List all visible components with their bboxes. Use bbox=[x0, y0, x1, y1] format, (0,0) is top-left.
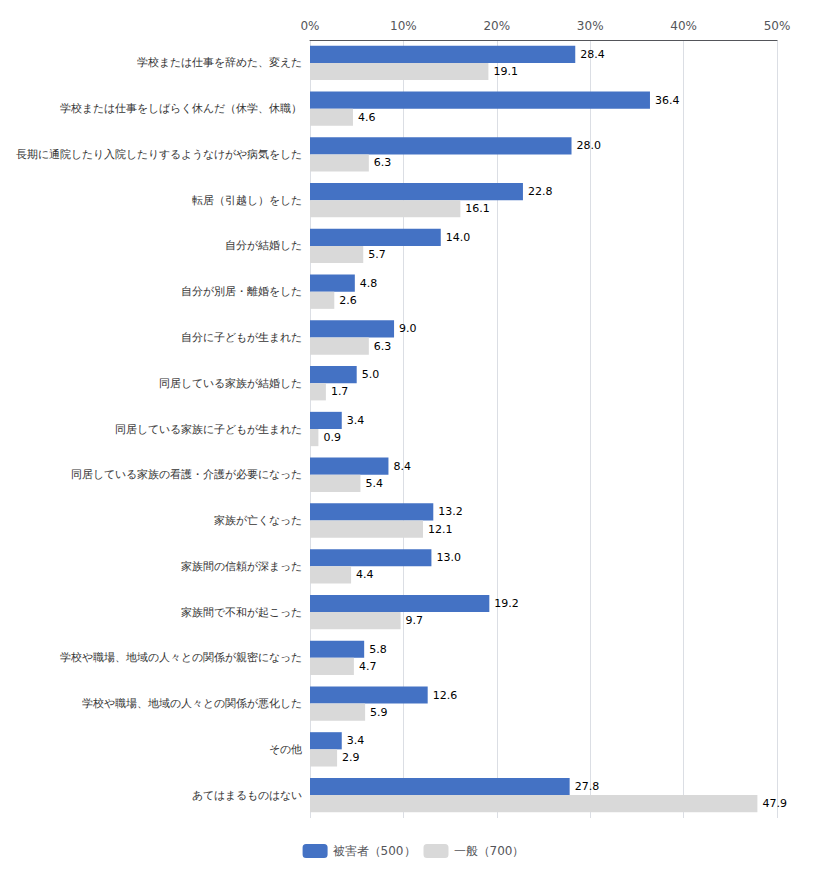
svg-text:4.6: 4.6 bbox=[358, 111, 376, 124]
svg-text:14.0: 14.0 bbox=[446, 231, 471, 244]
svg-text:16.1: 16.1 bbox=[465, 202, 490, 215]
svg-text:6.3: 6.3 bbox=[374, 340, 392, 353]
svg-text:学校や職場、地域の人々との関係が親密になった: 学校や職場、地域の人々との関係が親密になった bbox=[60, 651, 302, 664]
svg-text:4.7: 4.7 bbox=[359, 660, 377, 673]
svg-text:30%: 30% bbox=[577, 19, 604, 33]
svg-text:8.4: 8.4 bbox=[393, 460, 411, 473]
svg-text:27.8: 27.8 bbox=[575, 780, 600, 793]
svg-text:自分に子どもが生まれた: 自分に子どもが生まれた bbox=[181, 331, 302, 344]
svg-text:自分が結婚した: 自分が結婚した bbox=[225, 239, 302, 252]
svg-text:5.8: 5.8 bbox=[369, 643, 387, 656]
svg-text:同居している家族に子どもが生まれた: 同居している家族に子どもが生まれた bbox=[115, 423, 302, 436]
svg-text:12.1: 12.1 bbox=[428, 523, 453, 536]
svg-text:一般（700）: 一般（700） bbox=[454, 844, 525, 858]
svg-text:4.4: 4.4 bbox=[356, 568, 374, 581]
svg-text:学校または仕事を辞めた、変えた: 学校または仕事を辞めた、変えた bbox=[137, 56, 302, 69]
svg-text:3.4: 3.4 bbox=[347, 414, 365, 427]
svg-text:36.4: 36.4 bbox=[655, 94, 680, 107]
svg-text:4.8: 4.8 bbox=[360, 277, 378, 290]
svg-text:2.9: 2.9 bbox=[342, 751, 360, 764]
svg-text:家族間の信頼が深まった: 家族間の信頼が深まった bbox=[181, 560, 302, 573]
svg-text:5.4: 5.4 bbox=[365, 477, 383, 490]
svg-text:10%: 10% bbox=[390, 19, 417, 33]
svg-text:13.2: 13.2 bbox=[438, 505, 463, 518]
svg-text:家族が亡くなった: 家族が亡くなった bbox=[214, 514, 302, 527]
svg-text:長期に通院したり入院したりするようなけがや病気をした: 長期に通院したり入院したりするようなけがや病気をした bbox=[16, 148, 302, 161]
svg-text:47.9: 47.9 bbox=[762, 797, 787, 810]
svg-text:28.4: 28.4 bbox=[580, 48, 605, 61]
svg-text:6.3: 6.3 bbox=[374, 156, 392, 169]
svg-text:その他: その他 bbox=[269, 743, 302, 756]
svg-text:被害者（500）: 被害者（500） bbox=[333, 844, 416, 858]
svg-text:5.0: 5.0 bbox=[362, 368, 380, 381]
svg-text:9.7: 9.7 bbox=[406, 614, 424, 627]
svg-text:0.9: 0.9 bbox=[323, 431, 341, 444]
svg-text:22.8: 22.8 bbox=[528, 185, 553, 198]
svg-text:19.1: 19.1 bbox=[493, 65, 518, 78]
svg-text:19.2: 19.2 bbox=[494, 597, 519, 610]
svg-text:3.4: 3.4 bbox=[347, 734, 365, 747]
svg-text:同居している家族が結婚した: 同居している家族が結婚した bbox=[159, 377, 302, 390]
svg-text:40%: 40% bbox=[670, 19, 697, 33]
svg-text:12.6: 12.6 bbox=[433, 689, 458, 702]
svg-text:28.0: 28.0 bbox=[577, 139, 602, 152]
svg-text:0%: 0% bbox=[300, 19, 319, 33]
svg-text:5.7: 5.7 bbox=[368, 248, 386, 261]
svg-text:50%: 50% bbox=[764, 19, 791, 33]
svg-text:あてはまるものはない: あてはまるものはない bbox=[192, 789, 302, 802]
svg-text:13.0: 13.0 bbox=[436, 551, 461, 564]
svg-text:2.6: 2.6 bbox=[339, 294, 357, 307]
svg-text:転居（引越し）をした: 転居（引越し）をした bbox=[192, 194, 302, 207]
svg-text:家族間で不和が起こった: 家族間で不和が起こった bbox=[181, 606, 302, 619]
svg-text:9.0: 9.0 bbox=[399, 322, 417, 335]
svg-text:学校や職場、地域の人々との関係が悪化した: 学校や職場、地域の人々との関係が悪化した bbox=[82, 697, 302, 710]
svg-text:学校または仕事をしばらく休んだ（休学、休職）: 学校または仕事をしばらく休んだ（休学、休職） bbox=[60, 102, 302, 115]
svg-text:自分が別居・離婚をした: 自分が別居・離婚をした bbox=[181, 285, 302, 298]
svg-text:20%: 20% bbox=[483, 19, 510, 33]
svg-text:5.9: 5.9 bbox=[370, 706, 388, 719]
svg-text:同居している家族の看護・介護が必要になった: 同居している家族の看護・介護が必要になった bbox=[71, 468, 302, 481]
svg-text:1.7: 1.7 bbox=[331, 385, 349, 398]
